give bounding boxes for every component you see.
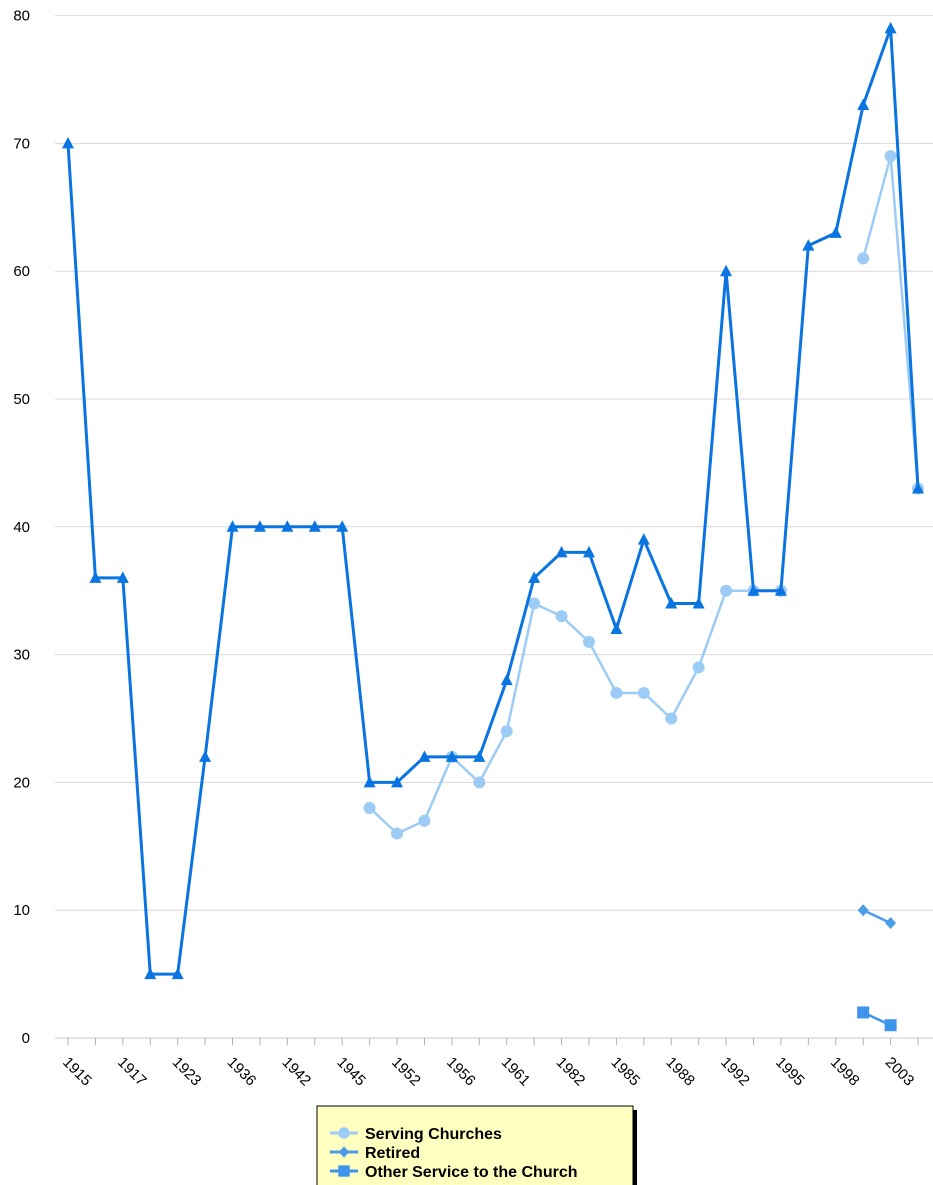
series-retired [857, 904, 897, 929]
x-axis: 1915 1917 1923 1936 1942 1945 1952 1956 1961 1982… [59, 1038, 919, 1090]
y-tick-label: 0 [22, 1030, 30, 1047]
data-point [582, 635, 595, 648]
data-point [528, 571, 541, 583]
data-point [857, 1006, 870, 1019]
data-point [336, 520, 349, 532]
data-point [582, 545, 595, 558]
legend-box [316, 1105, 634, 1185]
series-line [861, 154, 920, 489]
data-point [116, 571, 129, 583]
data-point [528, 597, 541, 610]
data-point [281, 520, 294, 532]
series-line [66, 26, 920, 976]
data-point [226, 520, 239, 532]
series-serving-churches [363, 150, 925, 840]
legend-label: Other Service to the Church [365, 1164, 578, 1181]
data-point [884, 1019, 897, 1032]
series-other-service-to-the-church [857, 1006, 897, 1032]
data-point [692, 596, 705, 609]
y-axis-ticks: 0 10 20 30 40 50 60 70 80 [13, 8, 30, 1047]
data-point [253, 520, 266, 532]
data-point [884, 21, 897, 34]
y-tick-label: 60 [13, 263, 30, 280]
data-point [829, 226, 842, 238]
data-point [62, 136, 74, 149]
y-tick-label: 10 [13, 902, 30, 919]
data-point [912, 481, 925, 494]
data-point [665, 712, 678, 725]
data-point [418, 750, 431, 762]
data-point [473, 776, 486, 789]
legend-label: Retired [365, 1145, 420, 1162]
data-point [308, 520, 321, 532]
data-point [747, 584, 760, 596]
y-tick-label: 40 [13, 519, 30, 536]
data-point [637, 686, 650, 699]
data-point [445, 750, 458, 762]
data-point [637, 533, 650, 545]
x-tick-label: 2003 [882, 1054, 918, 1090]
y-tick-label: 80 [13, 8, 30, 25]
data-point [500, 673, 513, 686]
data-point [884, 150, 897, 163]
data-point [363, 801, 376, 814]
data-point [363, 775, 376, 788]
data-point [802, 239, 815, 251]
data-point [774, 584, 787, 596]
data-point [610, 686, 623, 699]
data-point [692, 661, 705, 674]
data-point [857, 252, 870, 265]
legend-marker [338, 1146, 350, 1158]
x-tick-label: 1952 [388, 1054, 424, 1090]
series-line [862, 909, 892, 925]
x-tick-label: 1936 [224, 1054, 260, 1090]
data-point [89, 571, 102, 583]
legend-marker [338, 1165, 350, 1177]
legend-marker [338, 1127, 350, 1139]
data-point [500, 725, 513, 738]
data-point [555, 545, 568, 558]
x-tick-label: 1992 [717, 1054, 753, 1090]
data-point [610, 622, 623, 635]
x-tick-label: 1956 [443, 1054, 479, 1090]
data-point [885, 916, 897, 929]
y-tick-label: 50 [13, 391, 30, 408]
x-tick-label: 1917 [114, 1054, 150, 1090]
y-tick-label: 20 [13, 774, 30, 791]
x-tick-label: 1945 [333, 1054, 369, 1090]
data-point [199, 750, 212, 762]
data-point [144, 967, 157, 980]
data-point [665, 596, 678, 609]
data-point [473, 750, 486, 762]
data-point [555, 610, 568, 623]
data-point [171, 967, 184, 980]
x-tick-label: 1923 [169, 1054, 205, 1090]
x-tick-label: 1995 [772, 1054, 808, 1090]
gridlines [55, 15, 933, 1039]
series-line [368, 589, 781, 835]
x-tick-label: 1961 [498, 1054, 534, 1090]
data-point [391, 775, 404, 788]
legend-label: Serving Churches [365, 1126, 502, 1143]
x-tick-label: 1915 [59, 1054, 95, 1090]
x-tick-label: 1942 [279, 1054, 315, 1090]
x-tick-label: 1998 [827, 1054, 863, 1090]
data-point [391, 827, 404, 840]
data-point [720, 264, 733, 277]
x-tick-label: 1988 [662, 1054, 698, 1090]
data-point [857, 904, 869, 917]
x-tick-label: 1985 [608, 1054, 644, 1090]
series-unlabeled [62, 21, 925, 980]
y-tick-label: 70 [13, 135, 30, 152]
data-point [720, 584, 733, 597]
y-tick-label: 30 [13, 647, 30, 664]
series-layer [62, 21, 925, 1032]
data-point [418, 814, 431, 827]
legend: Serving Churches Retired Other Service to … [316, 1105, 637, 1185]
x-tick-label: 1982 [553, 1054, 589, 1090]
data-point [857, 98, 870, 111]
